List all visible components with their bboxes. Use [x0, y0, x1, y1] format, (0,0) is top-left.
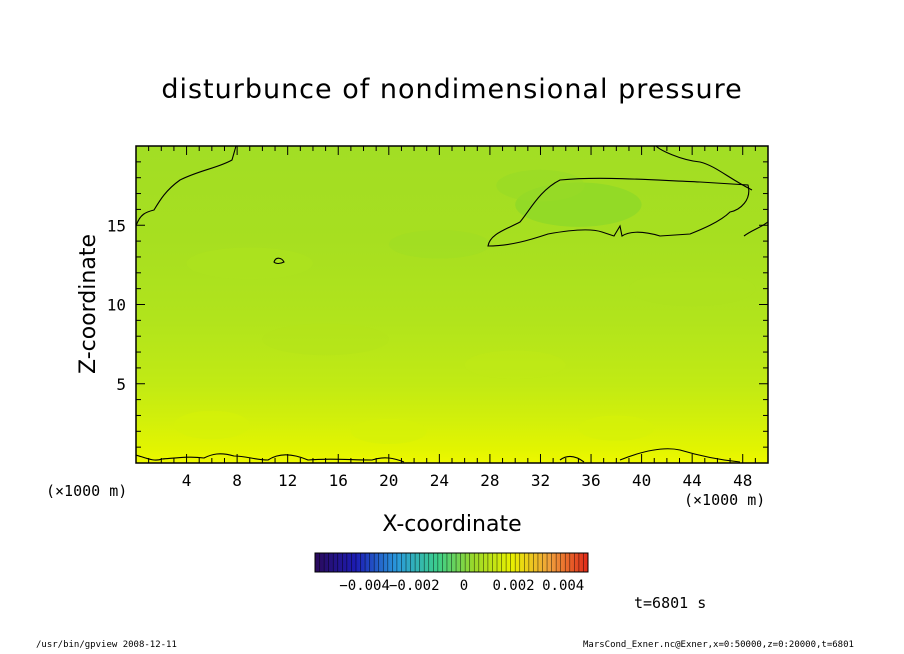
x-tick-label: 48 — [733, 471, 752, 490]
colorbar-frame — [314, 552, 589, 573]
x-tick-label: 20 — [379, 471, 398, 490]
x-units-right: (×1000 m) — [684, 491, 766, 509]
x-tick-label: 36 — [581, 471, 600, 490]
field-shading-5 — [262, 323, 389, 356]
x-tick-label: 32 — [531, 471, 550, 490]
contour-line-2 — [655, 146, 753, 191]
x-tick-label: 44 — [683, 471, 702, 490]
contour-line-4 — [273, 257, 285, 265]
contour-line-0 — [136, 146, 237, 227]
contour-line-5 — [136, 448, 741, 463]
colorbar-tick-label: 0.004 — [542, 578, 584, 594]
colorbar-tick-label: −0.002 — [389, 578, 440, 594]
field-shading-3 — [388, 230, 490, 259]
chart-title: disturbunce of nondimensional pressure — [161, 74, 743, 105]
x-units-left: (×1000 m) — [46, 482, 128, 500]
field-shading-4 — [628, 271, 756, 307]
x-tick-label: 28 — [480, 471, 499, 490]
field-background — [136, 146, 768, 463]
time-label: t=6801 s — [634, 594, 707, 612]
contour-line-3 — [743, 221, 768, 237]
field-shading-1 — [496, 169, 585, 202]
footer-right: MarsCond_Exner.nc@Exner,x=0:50000,z=0:20… — [583, 640, 854, 650]
colorbar-tick-label: −0.004 — [339, 578, 390, 594]
y-tick-label: 15 — [107, 216, 126, 235]
x-tick-label: 24 — [430, 471, 449, 490]
x-tick-label: 8 — [232, 471, 242, 490]
y-tick-label: 5 — [116, 375, 126, 394]
x-axis-label: X-coordinate — [382, 512, 522, 537]
field-shading-6 — [464, 350, 566, 379]
field-shading-2 — [186, 247, 313, 280]
field-shading-7 — [173, 410, 250, 440]
field-shading-8 — [350, 418, 427, 444]
field-shading-9 — [578, 415, 655, 441]
contour-line-1 — [487, 177, 750, 247]
x-tick-label: 4 — [182, 471, 192, 490]
footer-left: /usr/bin/gpview 2008-12-11 — [36, 640, 177, 650]
x-tick-label: 16 — [329, 471, 348, 490]
y-axis-label: Z-coordinate — [76, 234, 101, 374]
y-tick-label: 10 — [107, 296, 126, 315]
colorbar-tick-label: 0 — [460, 578, 468, 594]
x-tick-label: 40 — [632, 471, 651, 490]
x-tick-label: 12 — [278, 471, 297, 490]
colorbar-tick-label: 0.002 — [492, 578, 534, 594]
